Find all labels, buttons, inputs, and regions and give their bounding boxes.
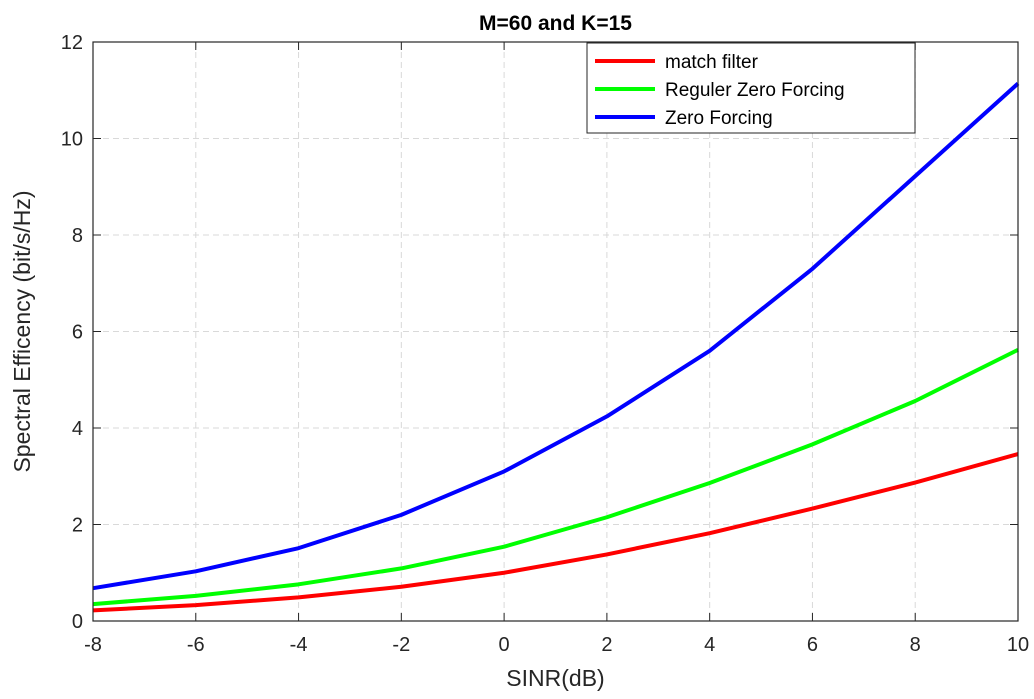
x-tick-label: 4 <box>704 634 715 656</box>
x-tick-label: 0 <box>499 634 510 656</box>
y-tick-label: 6 <box>72 322 83 344</box>
y-tick-label: 10 <box>61 129 83 151</box>
legend: match filter Reguler Zero Forcing Zero For… <box>586 42 916 134</box>
y-tick-label: 2 <box>72 515 83 537</box>
x-tick-label: 10 <box>1007 634 1029 656</box>
series-lines <box>92 82 1020 613</box>
legend-label: match filter <box>665 52 759 73</box>
y-tick-label: 4 <box>72 418 83 440</box>
y-axis-label: Spectral Efficency (bit/s/Hz) <box>9 190 35 472</box>
chart-title: M=60 and K=15 <box>479 12 632 35</box>
series-line-0 <box>92 452 1019 613</box>
axis-ticks: -8 -6 -4 -2 0 2 4 6 8 10 0 2 4 6 8 10 12 <box>61 32 1029 656</box>
x-tick-label: 8 <box>910 634 921 656</box>
y-tick-label: 8 <box>72 225 83 247</box>
x-tick-label: -4 <box>290 634 308 656</box>
x-axis-label: SINR(dB) <box>506 665 604 691</box>
x-tick-label: 2 <box>601 634 612 656</box>
x-tick-label: -6 <box>187 634 205 656</box>
x-tick-label: 6 <box>807 634 818 656</box>
legend-label: Zero Forcing <box>665 108 773 129</box>
x-tick-label: -8 <box>84 634 102 656</box>
grid <box>93 42 1018 621</box>
x-tick-label: -2 <box>392 634 410 656</box>
y-tick-label: 0 <box>72 611 83 633</box>
y-tick-label: 12 <box>61 32 83 54</box>
legend-label: Reguler Zero Forcing <box>665 80 845 101</box>
series-line-1 <box>92 348 1019 607</box>
series-line-2 <box>92 82 1020 591</box>
